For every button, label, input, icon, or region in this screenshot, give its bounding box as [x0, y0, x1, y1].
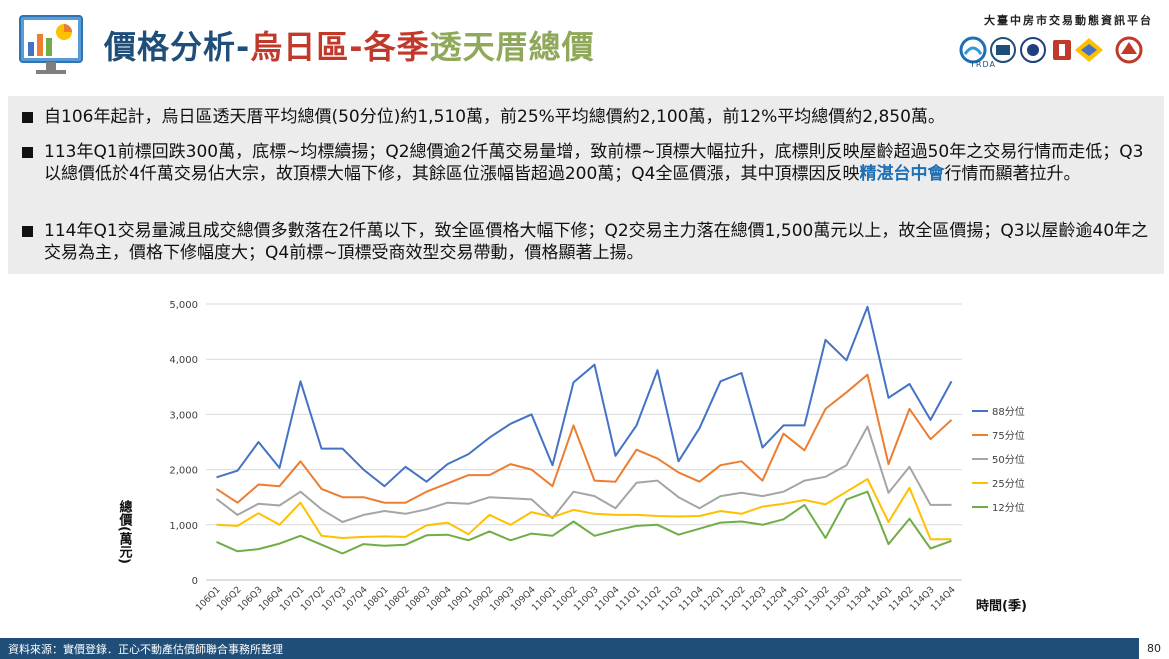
analytics-chart-icon [19, 15, 83, 74]
bullet-square-icon [22, 226, 33, 237]
page-number: 80 [1139, 638, 1169, 659]
summary-bullets: 自106年起計，烏日區透天厝平均總價(50分位)約1,510萬，前25%平均總價… [8, 96, 1164, 274]
legend-label: 25分位 [992, 477, 1025, 490]
page-title: 價格分析-烏日區-各季透天厝總價 [104, 22, 595, 68]
partner-logos [959, 36, 1143, 64]
series-line [215, 425, 952, 523]
title-part-2: 烏日區-各季 [250, 28, 430, 66]
y-axis-title: 總價(萬元) [117, 499, 134, 563]
bullet-square-icon [22, 112, 33, 123]
legend-label: 50分位 [992, 453, 1025, 466]
series-line [216, 305, 953, 488]
y-tick-label: 4,000 [169, 355, 198, 366]
bullet-1: 自106年起計，烏日區透天厝平均總價(50分位)約1,510萬，前25%平均總價… [22, 106, 1152, 128]
y-tick-label: 1,000 [169, 521, 198, 532]
bullet-text: 113年Q1前標回跌300萬，底標~均標續揚；Q2總價逾2仟萬交易量增，致前標~… [22, 141, 1152, 185]
brand-name: 大臺中房市交易動態資訊平台 [984, 14, 1153, 27]
bullet-3: 114年Q1交易量減且成交總價多數落在2仟萬以下，致全區價格大幅下修；Q2交易主… [22, 220, 1152, 264]
y-tick-label: 0 [192, 576, 198, 587]
source-note: 資料來源：實價登錄．正心不動產估價師聯合事務所整理 [8, 643, 283, 656]
bullet-2: 113年Q1前標回跌300萬，底標~均標續揚；Q2總價逾2仟萬交易量增，致前標~… [22, 141, 1152, 185]
title-part-1: 價格分析- [104, 28, 251, 66]
price-line-chart: 01,0002,0003,0004,0005,000106Q1106Q2106Q… [117, 300, 1027, 614]
brand-sub: TRDA [970, 60, 996, 69]
bullet-text: 自106年起計，烏日區透天厝平均總價(50分位)約1,510萬，前25%平均總價… [44, 107, 945, 127]
bullet-highlight: 精湛台中會 [859, 164, 945, 184]
legend-label: 88分位 [992, 405, 1025, 418]
title-part-3: 透天厝總價 [429, 28, 595, 66]
y-tick-label: 5,000 [169, 300, 198, 311]
bullet-square-icon [22, 147, 33, 158]
series-line [215, 373, 953, 504]
y-tick-label: 3,000 [169, 410, 198, 421]
bullet-text-after: 行情而顯著拉升。 [944, 164, 1081, 184]
y-tick-label: 2,000 [169, 466, 198, 477]
footer: 資料來源：實價登錄．正心不動產估價師聯合事務所整理 80 [0, 638, 1169, 659]
x-axis-title: 時間(季) [976, 598, 1027, 614]
series-line [216, 490, 952, 555]
series-line [216, 478, 952, 541]
legend-label: 75分位 [992, 429, 1025, 442]
bullet-text: 114年Q1交易量減且成交總價多數落在2仟萬以下，致全區價格大幅下修；Q2交易主… [44, 221, 1149, 263]
header: 價格分析-烏日區-各季透天厝總價 大臺中房市交易動態資訊平台 TRDA [0, 0, 1169, 94]
bullet-text-before: 113年Q1前標回跌300萬，底標~均標續揚；Q2總價逾2仟萬交易量增，致前標~… [44, 142, 1144, 184]
legend-label: 12分位 [992, 501, 1025, 514]
